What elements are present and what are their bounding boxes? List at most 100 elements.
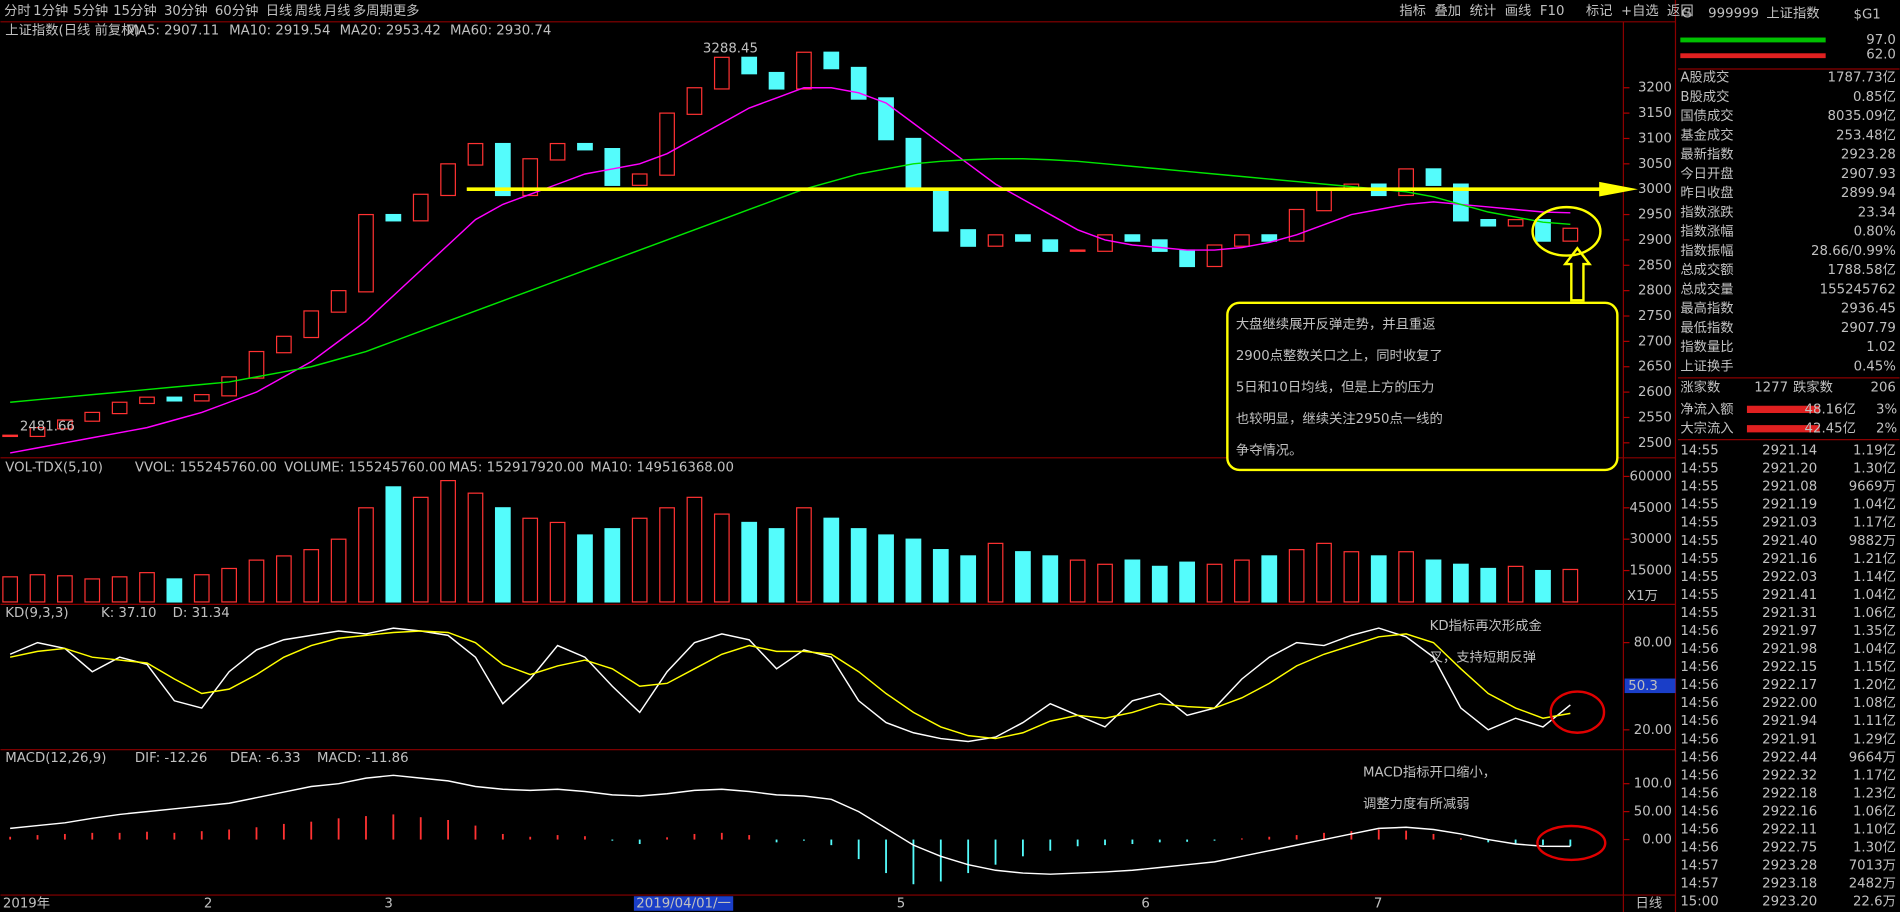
tick-time: 14:55 <box>1680 606 1718 621</box>
quote-label: 最新指数 <box>1680 147 1733 163</box>
tool-button[interactable]: +自选 <box>1621 3 1659 19</box>
flow-value: 42.45亿 <box>1805 421 1856 437</box>
breadth-label: 跌家数 <box>1793 379 1833 396</box>
indicator: MA60: 2930.74 <box>450 23 551 38</box>
y-tick-label: 2550 <box>1638 410 1672 425</box>
tick-volume: 2482万 <box>1849 877 1896 892</box>
unit-label: X1万 <box>1627 589 1658 604</box>
tool-button[interactable]: 返回 <box>1667 3 1694 19</box>
tick-volume: 1.08亿 <box>1853 695 1896 711</box>
annotation-text: 叉，支持短期反弹 <box>1430 650 1537 666</box>
tick-price: 2921.98 <box>1762 642 1817 657</box>
tick-time: 14:56 <box>1680 804 1718 819</box>
tool-button[interactable]: F10 <box>1540 4 1565 19</box>
period-tab[interactable]: 60分钟 <box>215 2 259 19</box>
quote-label: 最高指数 <box>1680 300 1733 317</box>
period-tab[interactable]: 日线 <box>266 3 293 19</box>
period-tab[interactable]: 15分钟 <box>113 2 157 19</box>
volume-bar <box>850 528 867 603</box>
tool-button[interactable]: 统计 <box>1470 3 1497 19</box>
candle <box>139 396 155 405</box>
tick-volume: 22.6万 <box>1853 895 1896 910</box>
tick-price: 2921.94 <box>1762 714 1817 729</box>
y-tick-label: 45000 <box>1629 501 1671 516</box>
candle <box>1234 234 1250 247</box>
volume-bar <box>1097 563 1113 603</box>
quote-label: 总成交额 <box>1680 261 1733 278</box>
indicator: MA5: 2907.11 <box>126 23 219 38</box>
tick-volume: 1.30亿 <box>1853 840 1896 856</box>
indicator: MA20: 2953.42 <box>340 23 441 38</box>
volume-bar <box>84 578 101 603</box>
candle <box>659 112 675 176</box>
candle <box>248 350 265 379</box>
tool-button[interactable]: 叠加 <box>1434 3 1461 19</box>
callout-arrow <box>1562 246 1592 302</box>
volume-bar <box>686 496 703 603</box>
period-tab[interactable]: 更多 <box>393 2 420 19</box>
tool-button[interactable]: 标记 <box>1586 3 1613 19</box>
tick-volume: 1.06亿 <box>1853 803 1896 819</box>
annotation-text: MACD指标开口缩小， <box>1363 765 1496 781</box>
tick-time: 14:55 <box>1680 570 1718 585</box>
quote-value: 1788.58亿 <box>1828 262 1896 278</box>
flow-pct: 2% <box>1876 422 1897 437</box>
flag: G <box>1682 6 1692 21</box>
y-tick-label: 0.00 <box>1642 833 1672 848</box>
tick-volume: 1.35亿 <box>1853 623 1896 639</box>
volume-bar <box>1069 559 1086 603</box>
candle <box>713 56 730 90</box>
candle <box>878 97 894 141</box>
period-tab[interactable]: 1分钟 <box>33 2 68 19</box>
volume-bar <box>1151 565 1168 603</box>
candle <box>1069 249 1086 252</box>
candle <box>577 142 593 151</box>
tick-time: 14:56 <box>1680 732 1718 747</box>
quote-label: 指数量比 <box>1680 339 1733 355</box>
quote-value: 8035.09亿 <box>1828 108 1896 124</box>
period-tab[interactable]: 5分钟 <box>73 2 108 19</box>
period-tab[interactable]: 月线 <box>324 3 351 19</box>
quote-value: 2923.28 <box>1841 148 1896 163</box>
tick-price: 2922.44 <box>1762 750 1817 765</box>
indicator: DEA: -6.33 <box>230 751 301 766</box>
tick-time: 14:55 <box>1680 534 1718 549</box>
panel-title: MACD(12,26,9) <box>5 751 106 766</box>
period-tab[interactable]: 30分钟 <box>164 2 208 19</box>
tool-button[interactable]: 指标 <box>1399 3 1426 19</box>
y-tick-label: 2800 <box>1638 284 1672 299</box>
cursor-box <box>1624 678 1676 694</box>
indicator: D: 31.34 <box>173 606 230 621</box>
ratio-label: 62.0 <box>1866 48 1896 63</box>
candle <box>1206 244 1223 268</box>
indicator: VOLUME: 155245760.00 <box>284 461 446 476</box>
indicator: MACD: -11.86 <box>317 751 409 766</box>
tick-time: 14:55 <box>1680 462 1718 477</box>
candle <box>275 335 292 354</box>
candle <box>440 163 456 197</box>
y-tick-label: 20.00 <box>1634 723 1672 738</box>
volume-bar <box>768 528 785 603</box>
volume-bar <box>577 534 593 603</box>
candle <box>823 51 840 70</box>
candle <box>221 376 237 397</box>
volume-bar <box>659 507 675 603</box>
candle <box>1507 219 1524 227</box>
cursor-value: 50.3 <box>1628 679 1658 694</box>
tick-volume: 1.19亿 <box>1853 443 1896 459</box>
period-tab[interactable]: 分时 <box>4 3 31 19</box>
date-cursor <box>633 896 734 911</box>
annotation-text: 争夺情况。 <box>1236 443 1303 459</box>
tool-button[interactable]: 画线 <box>1505 3 1532 19</box>
period-tab[interactable]: 多周期 <box>353 2 393 19</box>
tick-price: 2922.03 <box>1762 570 1817 585</box>
period-tab[interactable]: 周线 <box>295 3 322 19</box>
candle <box>2 434 19 438</box>
candle <box>29 427 46 438</box>
tick-price: 2921.08 <box>1762 480 1817 495</box>
volume-bar <box>631 517 648 603</box>
annotation-text: 调整力度有所减弱 <box>1363 796 1470 812</box>
tick-volume: 9664万 <box>1849 750 1896 765</box>
indicator: K: 37.10 <box>101 606 157 621</box>
